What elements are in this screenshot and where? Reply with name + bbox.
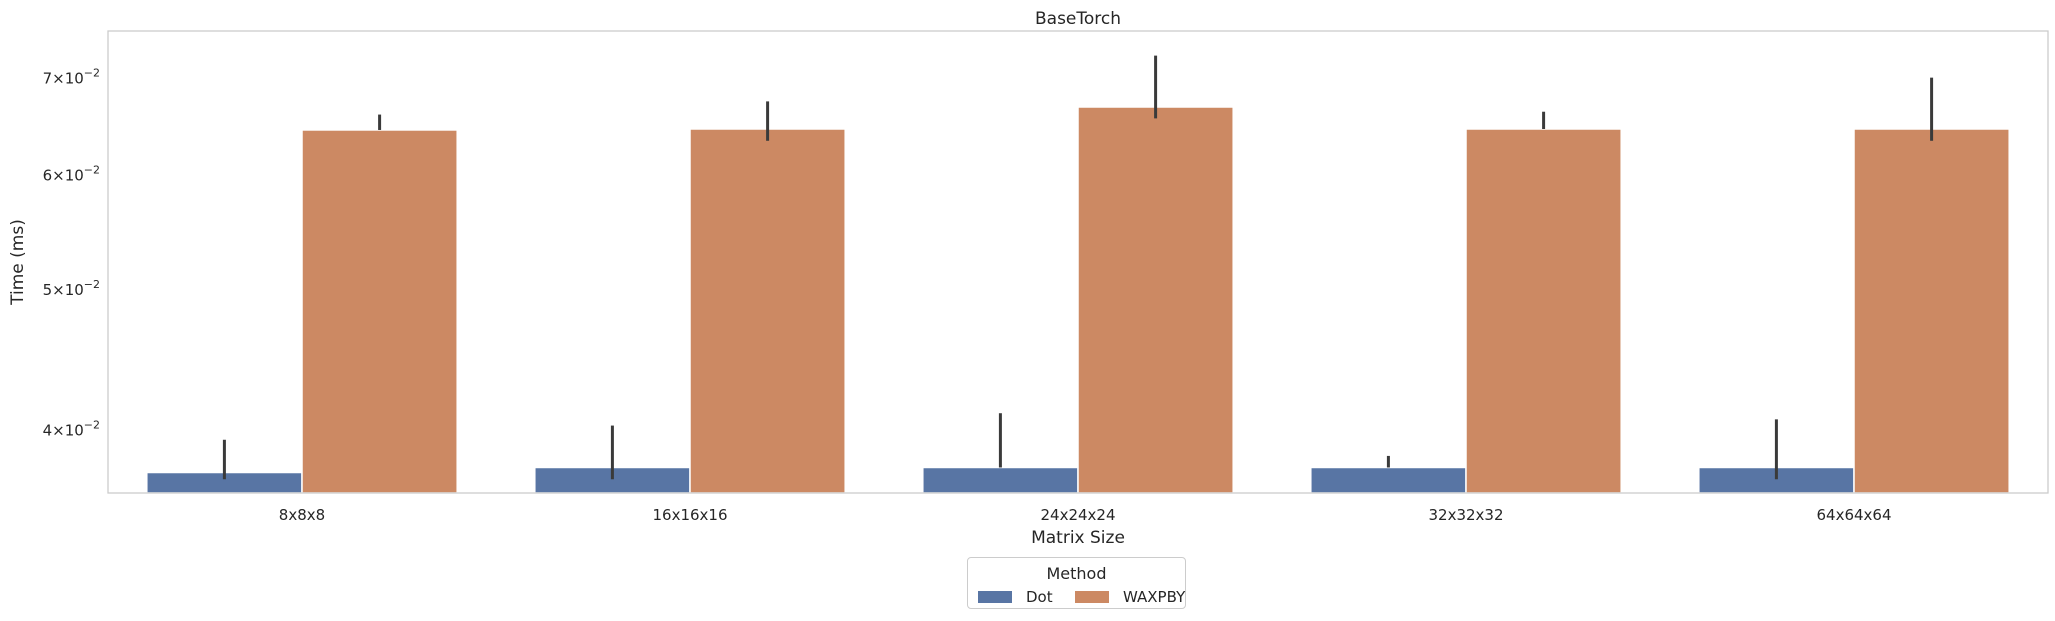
legend-swatch-dot bbox=[978, 591, 1012, 603]
bars-layer bbox=[146, 106, 2010, 494]
error-bars-layer bbox=[222, 55, 1934, 480]
bar-waxpby-16x16x16 bbox=[689, 128, 846, 494]
x-tick-label: 8x8x8 bbox=[279, 506, 325, 524]
legend: Method Dot WAXPBY bbox=[967, 557, 1186, 609]
x-tick-label: 16x16x16 bbox=[652, 506, 727, 524]
legend-title: Method bbox=[1046, 564, 1107, 583]
x-tick-label: 32x32x32 bbox=[1428, 506, 1503, 524]
y-tick-label: 6×10−2 bbox=[43, 163, 100, 184]
bar-waxpby-64x64x64 bbox=[1853, 128, 2010, 494]
plot-frame bbox=[107, 30, 2049, 494]
x-tick-label: 24x24x24 bbox=[1040, 506, 1115, 524]
legend-label-waxpby: WAXPBY bbox=[1123, 588, 1186, 606]
bar-dot-32x32x32 bbox=[1310, 466, 1467, 494]
legend-item-dot: Dot bbox=[978, 588, 1053, 606]
y-tick-labels: 4×10−2 5×10−2 6×10−2 7×10−2 bbox=[43, 67, 100, 440]
legend-item-waxpby: WAXPBY bbox=[1075, 588, 1185, 606]
y-axis-title: Time (ms) bbox=[8, 219, 28, 306]
y-tick-label: 7×10−2 bbox=[43, 67, 100, 88]
bar-waxpby-8x8x8 bbox=[301, 129, 458, 494]
bar-waxpby-24x24x24 bbox=[1077, 106, 1234, 494]
chart-title: BaseTorch bbox=[1035, 9, 1121, 29]
legend-label-dot: Dot bbox=[1026, 588, 1053, 606]
x-tick-labels: 8x8x8 16x16x16 24x24x24 32x32x32 64x64x64 bbox=[279, 506, 1892, 524]
x-tick-label: 64x64x64 bbox=[1816, 506, 1891, 524]
y-tick-label: 4×10−2 bbox=[43, 418, 100, 439]
bar-waxpby-32x32x32 bbox=[1465, 128, 1622, 494]
bar-dot-24x24x24 bbox=[922, 466, 1079, 494]
x-axis-title: Matrix Size bbox=[1031, 528, 1125, 548]
y-tick-label: 5×10−2 bbox=[43, 278, 100, 299]
legend-swatch-waxpby bbox=[1075, 591, 1109, 603]
